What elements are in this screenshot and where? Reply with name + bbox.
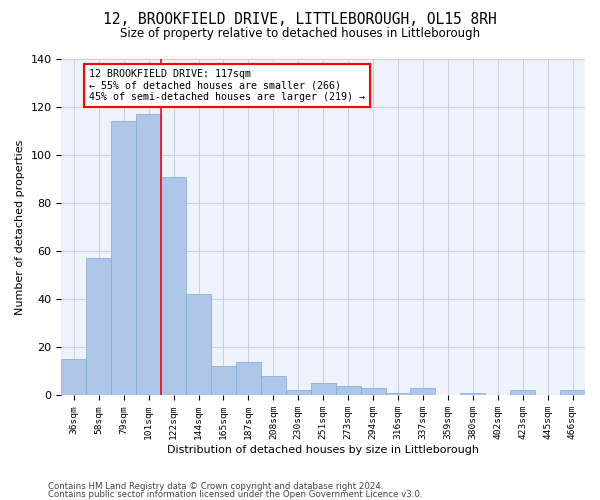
Bar — [311, 383, 335, 395]
Text: Size of property relative to detached houses in Littleborough: Size of property relative to detached ho… — [120, 28, 480, 40]
Bar — [136, 114, 161, 395]
Bar — [386, 393, 410, 395]
Bar — [86, 258, 111, 395]
Bar — [335, 386, 361, 395]
Bar — [261, 376, 286, 395]
Bar — [510, 390, 535, 395]
Text: Contains HM Land Registry data © Crown copyright and database right 2024.: Contains HM Land Registry data © Crown c… — [48, 482, 383, 491]
X-axis label: Distribution of detached houses by size in Littleborough: Distribution of detached houses by size … — [167, 445, 479, 455]
Bar — [186, 294, 211, 395]
Text: Contains public sector information licensed under the Open Government Licence v3: Contains public sector information licen… — [48, 490, 422, 499]
Bar — [161, 176, 186, 395]
Bar — [460, 393, 485, 395]
Bar — [211, 366, 236, 395]
Bar — [286, 390, 311, 395]
Bar — [361, 388, 386, 395]
Bar — [61, 359, 86, 395]
Bar — [410, 388, 436, 395]
Text: 12 BROOKFIELD DRIVE: 117sqm
← 55% of detached houses are smaller (266)
45% of se: 12 BROOKFIELD DRIVE: 117sqm ← 55% of det… — [89, 68, 365, 102]
Text: 12, BROOKFIELD DRIVE, LITTLEBOROUGH, OL15 8RH: 12, BROOKFIELD DRIVE, LITTLEBOROUGH, OL1… — [103, 12, 497, 28]
Bar — [560, 390, 585, 395]
Y-axis label: Number of detached properties: Number of detached properties — [15, 140, 25, 315]
Bar — [236, 362, 261, 395]
Bar — [111, 122, 136, 395]
